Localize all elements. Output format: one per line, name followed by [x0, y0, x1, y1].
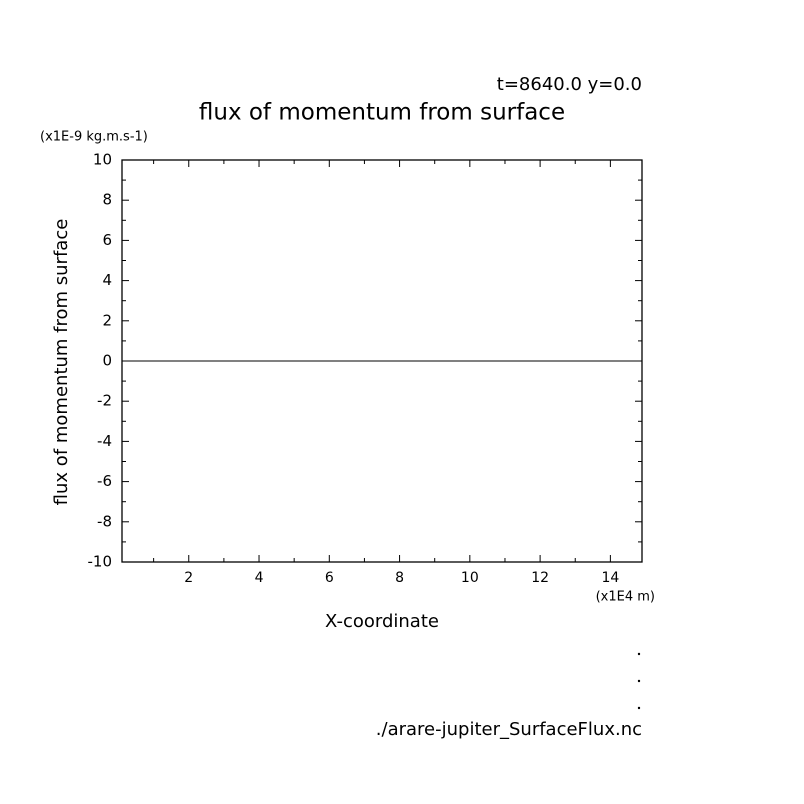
- x-tick-label: 4: [255, 570, 264, 586]
- y-tick-label: 2: [102, 311, 112, 329]
- x-tick-label: 10: [461, 570, 479, 586]
- y-tick-label: -2: [97, 392, 112, 410]
- y-tick-label: -8: [97, 512, 112, 530]
- y-tick-label: -4: [97, 432, 112, 450]
- chart-subtitle: t=8640.0 y=0.0: [497, 74, 642, 95]
- dot: [637, 706, 641, 710]
- x-tick-label: 2: [184, 570, 193, 586]
- y-tick-label: 0: [102, 352, 112, 370]
- y-tick-label: 10: [93, 151, 112, 169]
- y-tick-label: -10: [88, 553, 113, 571]
- dot: [637, 679, 641, 683]
- dot: [637, 652, 641, 656]
- x-axis-label: X-coordinate: [325, 611, 439, 632]
- y-tick-label: 6: [102, 231, 112, 249]
- y-unit: (x1E-9 kg.m.s-1): [40, 130, 148, 145]
- y-tick-label: 4: [102, 271, 112, 289]
- y-tick-label: 8: [102, 191, 112, 209]
- x-tick-label: 14: [601, 570, 619, 586]
- file-name: ./arare-jupiter_SurfaceFlux.nc: [376, 719, 642, 740]
- x-tick-label: 8: [395, 570, 404, 586]
- x-unit: (x1E4 m): [596, 590, 655, 605]
- x-tick-label: 6: [325, 570, 334, 586]
- x-tick-label: 12: [531, 570, 549, 586]
- y-axis-label: flux of momentum from surface: [51, 219, 72, 506]
- y-tick-label: -6: [97, 472, 112, 490]
- chart-title: flux of momentum from surface: [199, 100, 565, 126]
